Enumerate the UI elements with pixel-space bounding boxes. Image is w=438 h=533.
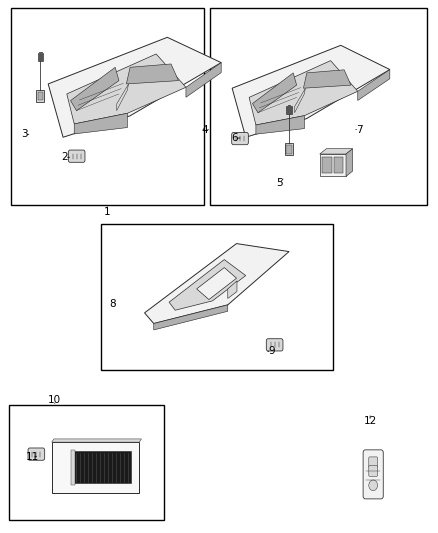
Polygon shape bbox=[197, 268, 237, 300]
Bar bbox=[9, 405, 164, 520]
FancyBboxPatch shape bbox=[266, 339, 283, 351]
Bar bbox=[74, 451, 131, 483]
Polygon shape bbox=[256, 116, 304, 134]
Bar bbox=[11, 8, 204, 205]
Polygon shape bbox=[228, 281, 237, 298]
FancyBboxPatch shape bbox=[232, 132, 248, 144]
Text: 10: 10 bbox=[48, 395, 61, 405]
Bar bbox=[101, 224, 333, 370]
Polygon shape bbox=[186, 62, 221, 97]
Bar bbox=[334, 157, 343, 173]
Circle shape bbox=[369, 480, 378, 490]
Text: 6: 6 bbox=[231, 133, 238, 143]
Polygon shape bbox=[304, 70, 351, 88]
Bar bbox=[286, 106, 292, 114]
Polygon shape bbox=[295, 88, 305, 112]
Polygon shape bbox=[74, 113, 127, 134]
Polygon shape bbox=[127, 64, 179, 84]
Text: 4: 4 bbox=[201, 125, 208, 134]
Text: 11: 11 bbox=[25, 452, 39, 462]
Polygon shape bbox=[358, 69, 390, 100]
Text: 8: 8 bbox=[109, 299, 116, 309]
Polygon shape bbox=[117, 84, 129, 110]
Bar bbox=[36, 90, 44, 102]
Polygon shape bbox=[71, 67, 119, 110]
Bar bbox=[322, 157, 332, 173]
Text: 3: 3 bbox=[21, 130, 28, 139]
Polygon shape bbox=[52, 439, 141, 442]
Polygon shape bbox=[67, 54, 186, 124]
Polygon shape bbox=[320, 154, 346, 176]
Polygon shape bbox=[320, 149, 353, 154]
Bar bbox=[71, 450, 75, 485]
Bar bbox=[38, 53, 43, 61]
Polygon shape bbox=[252, 73, 297, 112]
FancyBboxPatch shape bbox=[369, 466, 378, 477]
Polygon shape bbox=[249, 61, 358, 125]
Polygon shape bbox=[48, 37, 221, 137]
Bar bbox=[286, 145, 292, 154]
FancyBboxPatch shape bbox=[68, 150, 85, 162]
Text: 9: 9 bbox=[268, 346, 275, 356]
FancyBboxPatch shape bbox=[369, 457, 378, 467]
Bar bbox=[210, 8, 427, 205]
Bar bbox=[285, 143, 293, 155]
Text: 5: 5 bbox=[276, 179, 283, 188]
Polygon shape bbox=[145, 244, 289, 324]
Text: 2: 2 bbox=[61, 152, 68, 162]
Polygon shape bbox=[169, 260, 246, 310]
Polygon shape bbox=[232, 45, 390, 137]
FancyBboxPatch shape bbox=[363, 450, 383, 499]
Bar bbox=[38, 92, 43, 100]
Polygon shape bbox=[154, 305, 228, 330]
Bar bbox=[52, 442, 139, 492]
FancyBboxPatch shape bbox=[28, 448, 45, 461]
Text: 12: 12 bbox=[364, 416, 377, 426]
Text: 1: 1 bbox=[104, 207, 111, 216]
Text: 7: 7 bbox=[356, 125, 363, 134]
Polygon shape bbox=[346, 149, 353, 176]
